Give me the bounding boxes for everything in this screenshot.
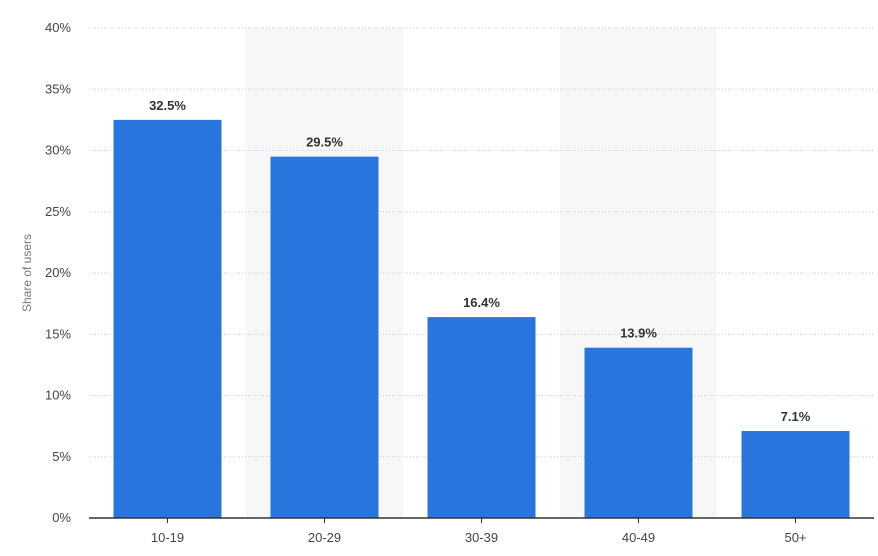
x-tick-label: 20-29: [308, 530, 341, 545]
y-tick-label: 15%: [45, 326, 71, 341]
y-tick-label: 30%: [45, 143, 71, 158]
data-labels: 32.5% 29.5% 16.4% 13.9% 7.1%: [149, 98, 811, 424]
y-tick-label: 10%: [45, 388, 71, 403]
x-tick-label: 10-19: [151, 530, 184, 545]
bar-10-19[interactable]: [113, 119, 222, 518]
y-axis-title: Share of users: [20, 234, 34, 312]
data-label: 32.5%: [149, 98, 186, 113]
bar-50+[interactable]: [741, 431, 850, 518]
y-tick-label: 40%: [45, 20, 71, 35]
y-tick-label: 5%: [52, 449, 71, 464]
data-label: 29.5%: [306, 135, 343, 150]
y-tick-label: 20%: [45, 265, 71, 280]
x-axis: 10-19 20-29 30-39 40-49 50+: [89, 517, 874, 545]
bars: [113, 119, 850, 518]
bar-20-29[interactable]: [270, 156, 379, 518]
x-tick-label: 50+: [784, 530, 806, 545]
x-tick-label: 40-49: [622, 530, 655, 545]
y-tick-label: 25%: [45, 204, 71, 219]
y-axis: 0% 5% 10% 15% 20% 25% 30% 35% 40%: [45, 20, 71, 525]
data-label: 13.9%: [620, 326, 657, 341]
y-tick-label: 0%: [52, 510, 71, 525]
bar-30-39[interactable]: [427, 317, 536, 518]
data-label: 7.1%: [781, 409, 811, 424]
x-tick-label: 30-39: [465, 530, 498, 545]
y-tick-label: 35%: [45, 81, 71, 96]
data-label: 16.4%: [463, 295, 500, 310]
bar-40-49[interactable]: [584, 347, 693, 518]
